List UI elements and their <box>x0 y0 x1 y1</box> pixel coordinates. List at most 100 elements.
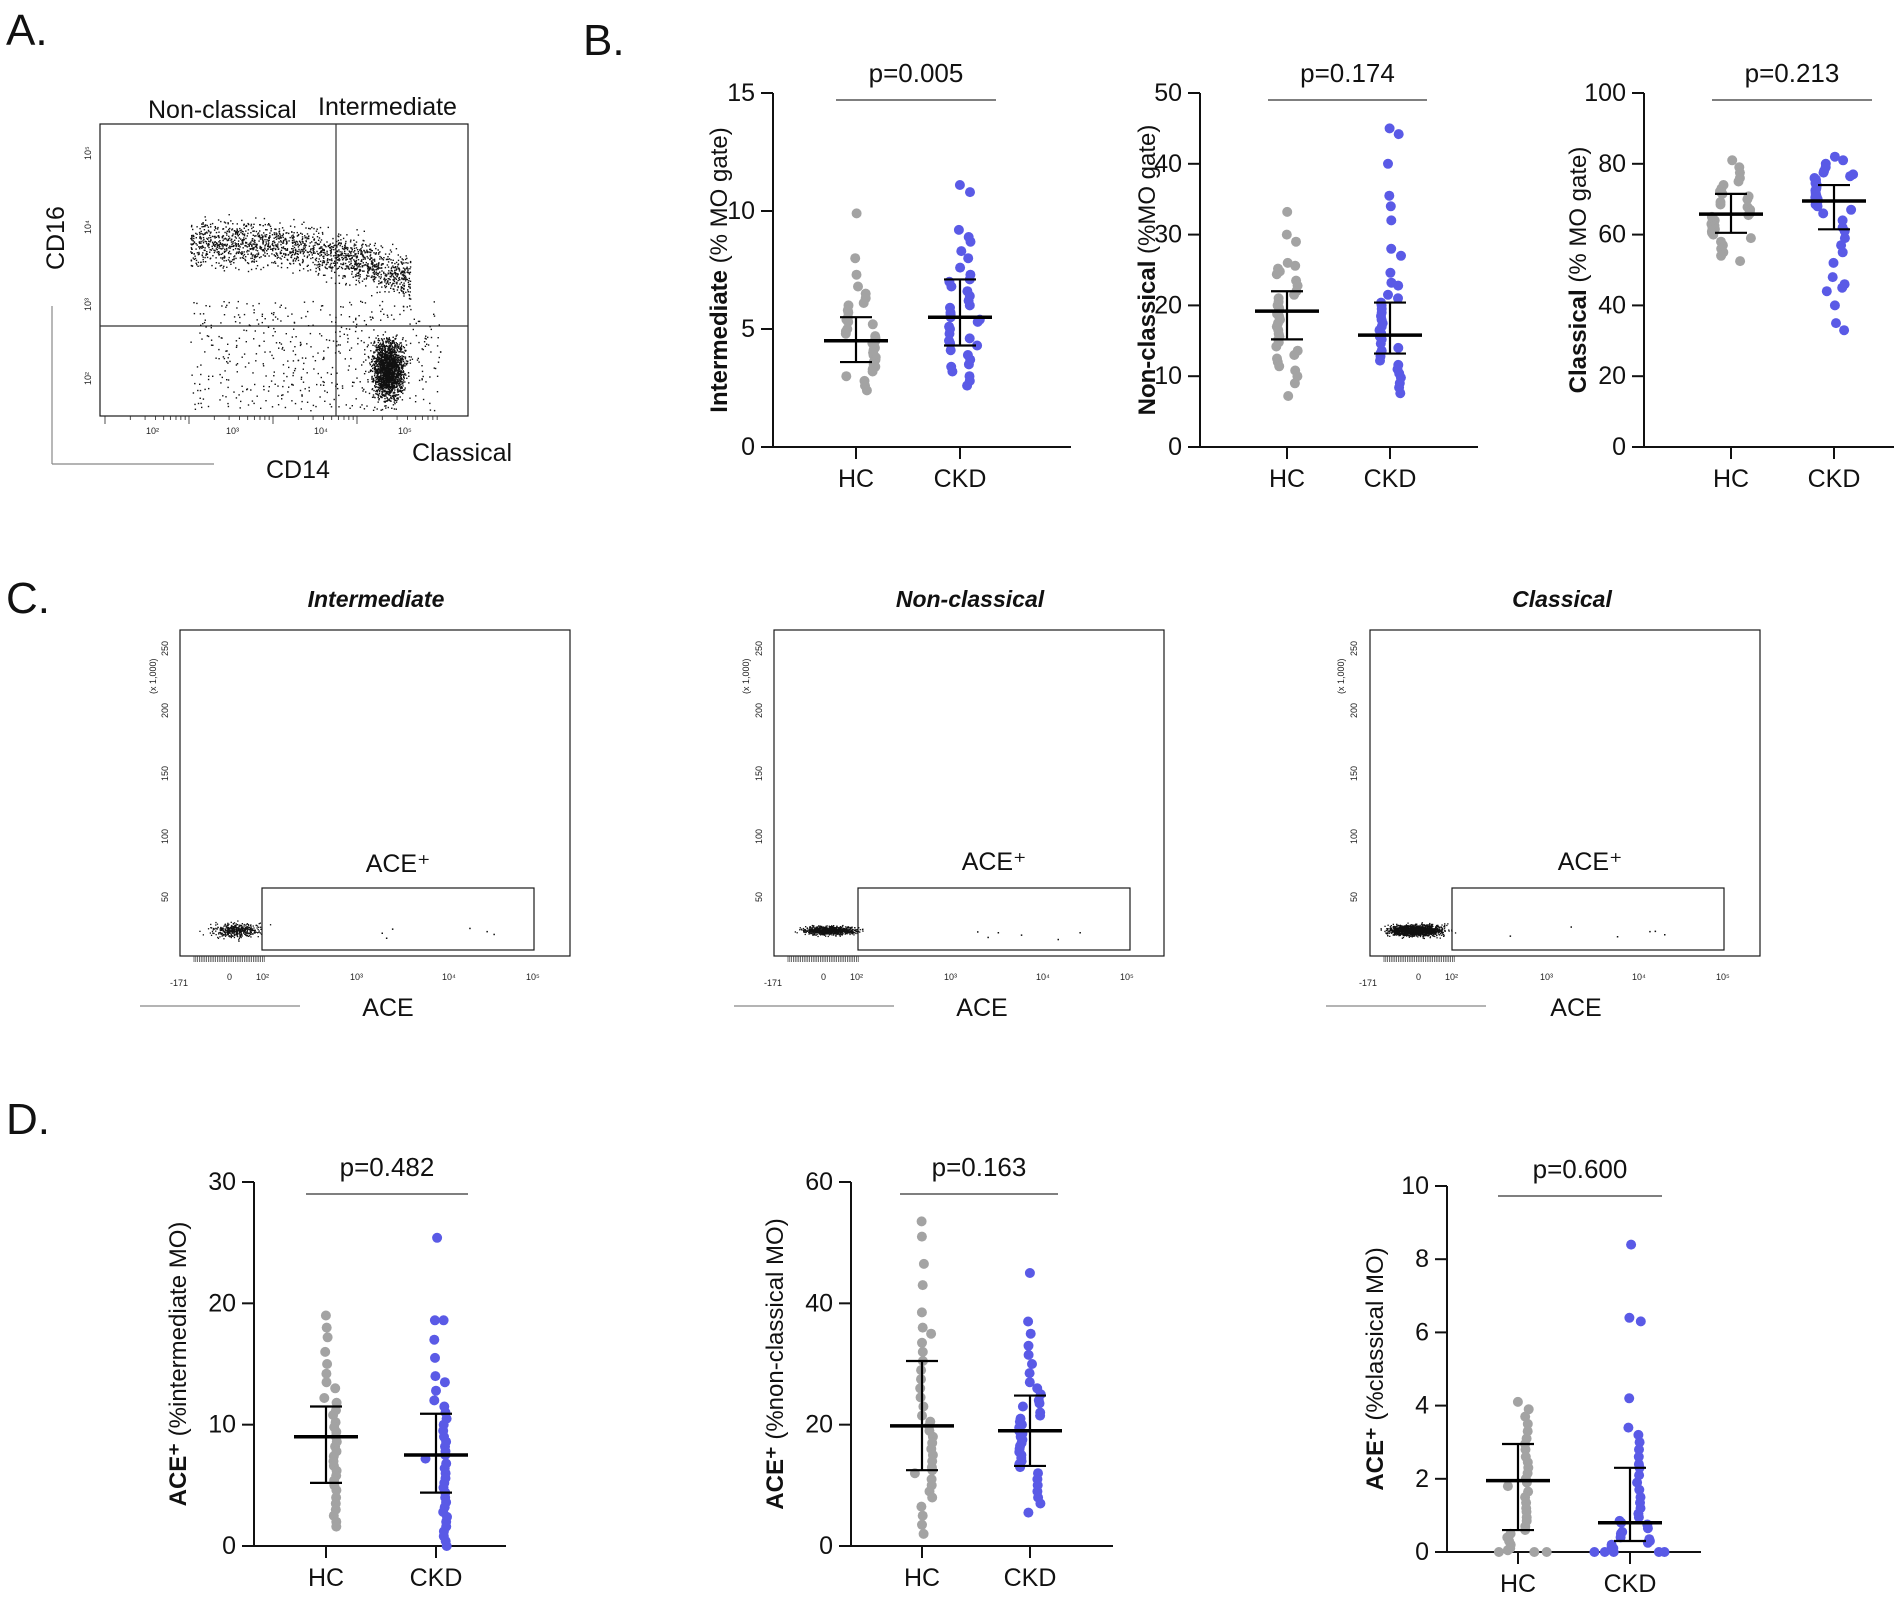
event-dot <box>303 301 306 303</box>
event-dot <box>210 927 212 929</box>
event-dot <box>210 231 212 233</box>
event-dot <box>215 231 218 234</box>
event-dot <box>383 344 385 346</box>
event-dot <box>215 248 217 250</box>
event-dot <box>392 368 394 370</box>
event-dot <box>321 231 324 234</box>
event-dot <box>324 245 326 247</box>
event-dot <box>250 232 252 234</box>
event-dot <box>242 233 244 236</box>
panel-a-x-minor-ticks <box>104 416 438 424</box>
event-dot <box>237 929 239 931</box>
event-dot <box>248 245 250 248</box>
event-dot <box>341 267 344 270</box>
event-dot <box>296 250 298 252</box>
event-dot <box>393 391 395 393</box>
event-dot <box>229 932 231 934</box>
event-dot <box>365 264 367 266</box>
event-dot <box>397 370 400 372</box>
event-dot <box>366 405 368 407</box>
event-dot <box>237 935 239 938</box>
event-dot <box>247 253 249 255</box>
event-dot <box>201 223 203 225</box>
event-dot <box>401 262 403 264</box>
event-dot <box>242 929 244 931</box>
event-dot <box>212 255 214 257</box>
event-dot <box>281 348 283 350</box>
event-dot <box>208 242 210 245</box>
event-dot <box>389 395 392 397</box>
event-dot <box>292 251 294 254</box>
event-dot <box>400 347 402 349</box>
event-dot <box>225 250 227 252</box>
event-dot <box>296 253 298 255</box>
event-dot <box>258 344 261 347</box>
event-dot <box>265 400 267 402</box>
event-dot <box>262 365 265 367</box>
event-dot <box>815 934 817 936</box>
event-dot <box>376 373 378 375</box>
event-dot <box>371 269 374 271</box>
event-dot <box>317 274 319 276</box>
event-dot <box>391 266 393 269</box>
event-dot <box>327 226 329 229</box>
event-dot <box>378 349 380 351</box>
event-dot <box>395 368 398 370</box>
event-dot <box>391 395 393 398</box>
event-dot <box>349 258 351 260</box>
event-dot <box>305 236 307 238</box>
event-dot <box>214 243 217 246</box>
event-dot <box>330 255 332 257</box>
event-dot <box>240 252 242 254</box>
event-dot <box>297 250 299 253</box>
event-dot <box>373 361 376 363</box>
event-dot <box>341 251 343 253</box>
event-dot <box>397 360 399 362</box>
event-dot <box>398 345 400 348</box>
event-dot <box>382 345 384 348</box>
event-dot <box>338 406 340 408</box>
event-dot <box>395 335 397 337</box>
event-dot <box>392 259 394 261</box>
event-dot <box>278 241 280 243</box>
event-dot <box>842 933 844 935</box>
event-dot <box>405 360 408 362</box>
event-dot <box>433 315 436 317</box>
event-dot <box>368 275 370 277</box>
event-dot <box>401 274 404 276</box>
event-dot <box>316 243 318 245</box>
event-dot <box>272 240 274 243</box>
event-dot <box>380 367 382 369</box>
event-dot <box>322 233 324 235</box>
event-dot <box>300 243 302 245</box>
event-dot <box>269 351 271 353</box>
event-dot <box>386 365 388 367</box>
event-dot <box>408 375 410 377</box>
event-dot <box>390 386 392 388</box>
event-dot <box>403 288 405 291</box>
event-dot <box>213 249 215 251</box>
event-dot <box>371 381 373 383</box>
event-dot <box>430 351 432 353</box>
event-dot <box>227 922 229 924</box>
event-dot <box>243 224 245 226</box>
event-dot <box>382 390 384 392</box>
event-dot <box>345 282 347 285</box>
event-dot <box>263 389 265 391</box>
event-dot <box>384 291 386 293</box>
event-dot <box>202 258 204 261</box>
event-dot <box>813 934 815 936</box>
event-dot <box>229 247 231 249</box>
event-dot <box>391 272 393 275</box>
event-dot <box>216 244 219 247</box>
event-dot <box>406 278 408 281</box>
event-dot <box>280 249 283 252</box>
event-dot <box>403 389 405 391</box>
event-dot <box>271 234 274 236</box>
event-dot <box>398 373 400 375</box>
event-dot <box>292 234 294 236</box>
event-dot <box>393 379 396 381</box>
event-dot <box>402 370 404 372</box>
event-dot <box>238 924 240 926</box>
event-dot <box>350 267 352 269</box>
